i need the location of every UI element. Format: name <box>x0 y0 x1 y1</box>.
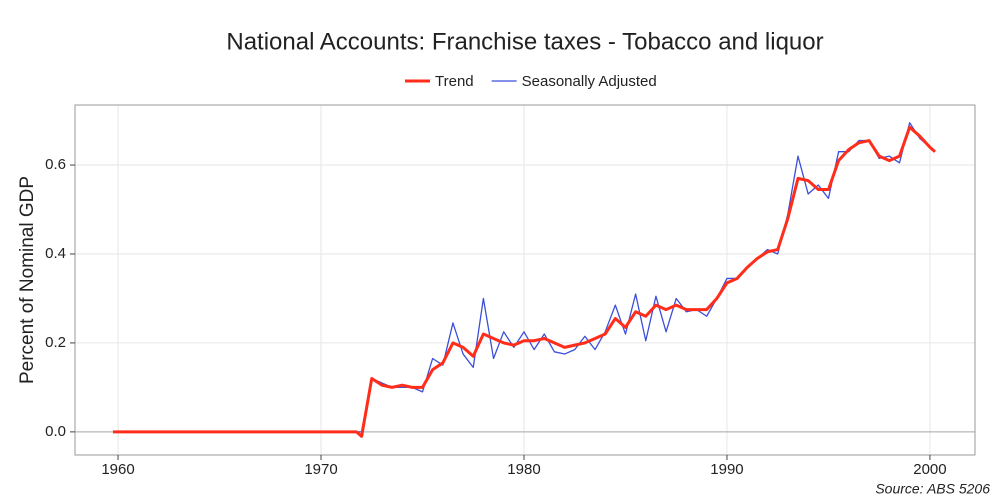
y-tick-label: 0.6 <box>45 156 66 173</box>
plot-border <box>74 104 976 456</box>
series-line <box>112 125 936 438</box>
source-note: Source: ABS 5206 <box>875 481 990 497</box>
x-tick-label: 1990 <box>710 461 743 478</box>
y-axis-label: Percent of Nominal GDP <box>17 176 38 384</box>
x-tick-label: 1960 <box>101 461 134 478</box>
legend-label: Trend <box>435 73 474 90</box>
y-tick-label: 0.2 <box>45 334 66 351</box>
x-tick-label: 2000 <box>913 461 946 478</box>
chart-title: National Accounts: Franchise taxes - Tob… <box>226 28 823 55</box>
x-tick-label: 1970 <box>304 461 337 478</box>
legend-label: Seasonally Adjusted <box>522 73 657 90</box>
y-tick-label: 0.0 <box>45 423 66 440</box>
legend: Trend Seasonally Adjusted <box>405 73 657 90</box>
y-tick-label: 0.4 <box>45 245 66 262</box>
x-tick-label: 1980 <box>507 461 540 478</box>
